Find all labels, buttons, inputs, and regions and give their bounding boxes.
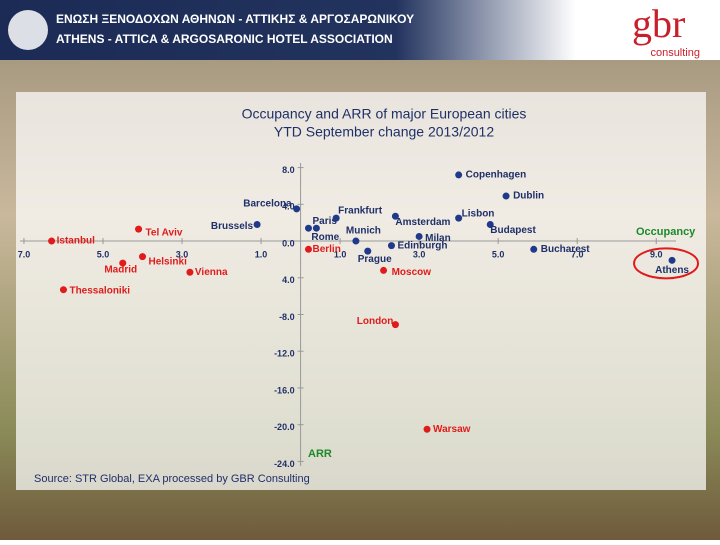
point-label: Vienna <box>195 267 228 278</box>
y-tick-label: -16.0 <box>274 385 295 395</box>
x-axis-label: Occupancy <box>636 226 696 238</box>
point <box>530 245 538 253</box>
point-label: Budapest <box>490 225 536 236</box>
x-tick-label: 5.0 <box>97 249 110 259</box>
point <box>391 212 399 220</box>
y-tick-label: -24.0 <box>274 459 295 469</box>
point-label: Tel Aviv <box>146 228 183 239</box>
point-label: Brussels <box>211 221 254 232</box>
point <box>486 221 494 229</box>
point <box>423 425 431 433</box>
point-label: Amsterdam <box>395 217 450 228</box>
point-label: Barcelona <box>243 199 292 210</box>
point <box>387 242 395 250</box>
greek-name: ΕΝΩΣΗ ΞΕΝΟΔΟΧΩΝ ΑΘΗΝΩΝ - ΑΤΤΙΚΗΣ & ΑΡΓΟΣ… <box>56 12 414 26</box>
point-label: Lisbon <box>462 209 495 220</box>
y-tick-label: 8.0 <box>282 165 295 175</box>
point-label: Athens <box>655 265 689 276</box>
y-tick-label: -20.0 <box>274 422 295 432</box>
point-label: Prague <box>358 254 392 265</box>
y-tick-label: 0.0 <box>282 238 295 248</box>
point-label: London <box>357 316 394 327</box>
brand: gbr <box>632 1 685 46</box>
y-tick-label: -12.0 <box>274 349 295 359</box>
point-label: Munich <box>346 226 381 237</box>
x-tick-label: 7.0 <box>18 249 31 259</box>
point <box>186 268 194 276</box>
point-label: Paris <box>312 216 337 227</box>
x-tick-label: 5.0 <box>492 249 505 259</box>
english-name: ATHENS - ATTICA & ARGOSARONIC HOTEL ASSO… <box>56 32 393 46</box>
point <box>253 221 261 229</box>
y-tick-label: 4.0 <box>282 202 295 212</box>
point <box>668 256 676 264</box>
point-label: Milan <box>425 233 451 244</box>
x-tick-label: 3.0 <box>413 249 426 259</box>
point <box>455 171 463 179</box>
brand-sub: consulting <box>650 47 700 59</box>
point <box>304 245 312 253</box>
x-tick-label: 9.0 <box>650 249 663 259</box>
point-label: Istanbul <box>57 236 96 247</box>
x-tick-label: 1.0 <box>334 249 347 259</box>
point <box>48 237 56 245</box>
x-tick-label: 3.0 <box>176 249 189 259</box>
point-label: Edinburgh <box>397 240 447 251</box>
point <box>304 224 312 232</box>
point-label: Moscow <box>392 267 432 278</box>
point <box>332 214 340 222</box>
point <box>364 247 372 255</box>
point-label: Warsaw <box>433 424 471 435</box>
logo-emblem <box>8 10 48 50</box>
point <box>59 286 67 294</box>
point <box>502 192 510 200</box>
point <box>139 253 147 261</box>
point <box>293 205 301 213</box>
point <box>312 224 320 232</box>
point-label: Madrid <box>104 265 137 276</box>
source: Source: STR Global, EXA processed by GBR… <box>34 473 310 485</box>
point-label: Rome <box>311 232 339 243</box>
point-label: Bucharest <box>541 244 591 255</box>
header-band <box>0 0 720 60</box>
point <box>352 237 360 245</box>
point <box>415 232 423 240</box>
highlight-ring <box>633 247 700 280</box>
point <box>380 266 388 274</box>
x-tick-label: 1.0 <box>255 249 268 259</box>
chart-title: Occupancy and ARR of major European citi… <box>242 106 527 122</box>
point <box>455 214 463 222</box>
point <box>119 259 127 267</box>
point-label: Thessaloniki <box>69 285 130 296</box>
point <box>135 225 143 233</box>
point <box>391 321 399 329</box>
point-label: Helsinki <box>149 256 188 267</box>
chart-subtitle: YTD September change 2013/2012 <box>274 124 494 140</box>
y-axis-label: ARR <box>308 448 332 460</box>
x-tick-label: 7.0 <box>571 249 584 259</box>
point-label: Frankfurt <box>338 206 383 217</box>
point-label: Copenhagen <box>466 170 527 181</box>
y-tick-label: 4.0 <box>282 275 295 285</box>
point-label: Dublin <box>513 191 544 202</box>
y-tick-label: -8.0 <box>279 312 295 322</box>
point-label: Berlin <box>312 244 340 255</box>
chart-panel <box>16 92 706 490</box>
